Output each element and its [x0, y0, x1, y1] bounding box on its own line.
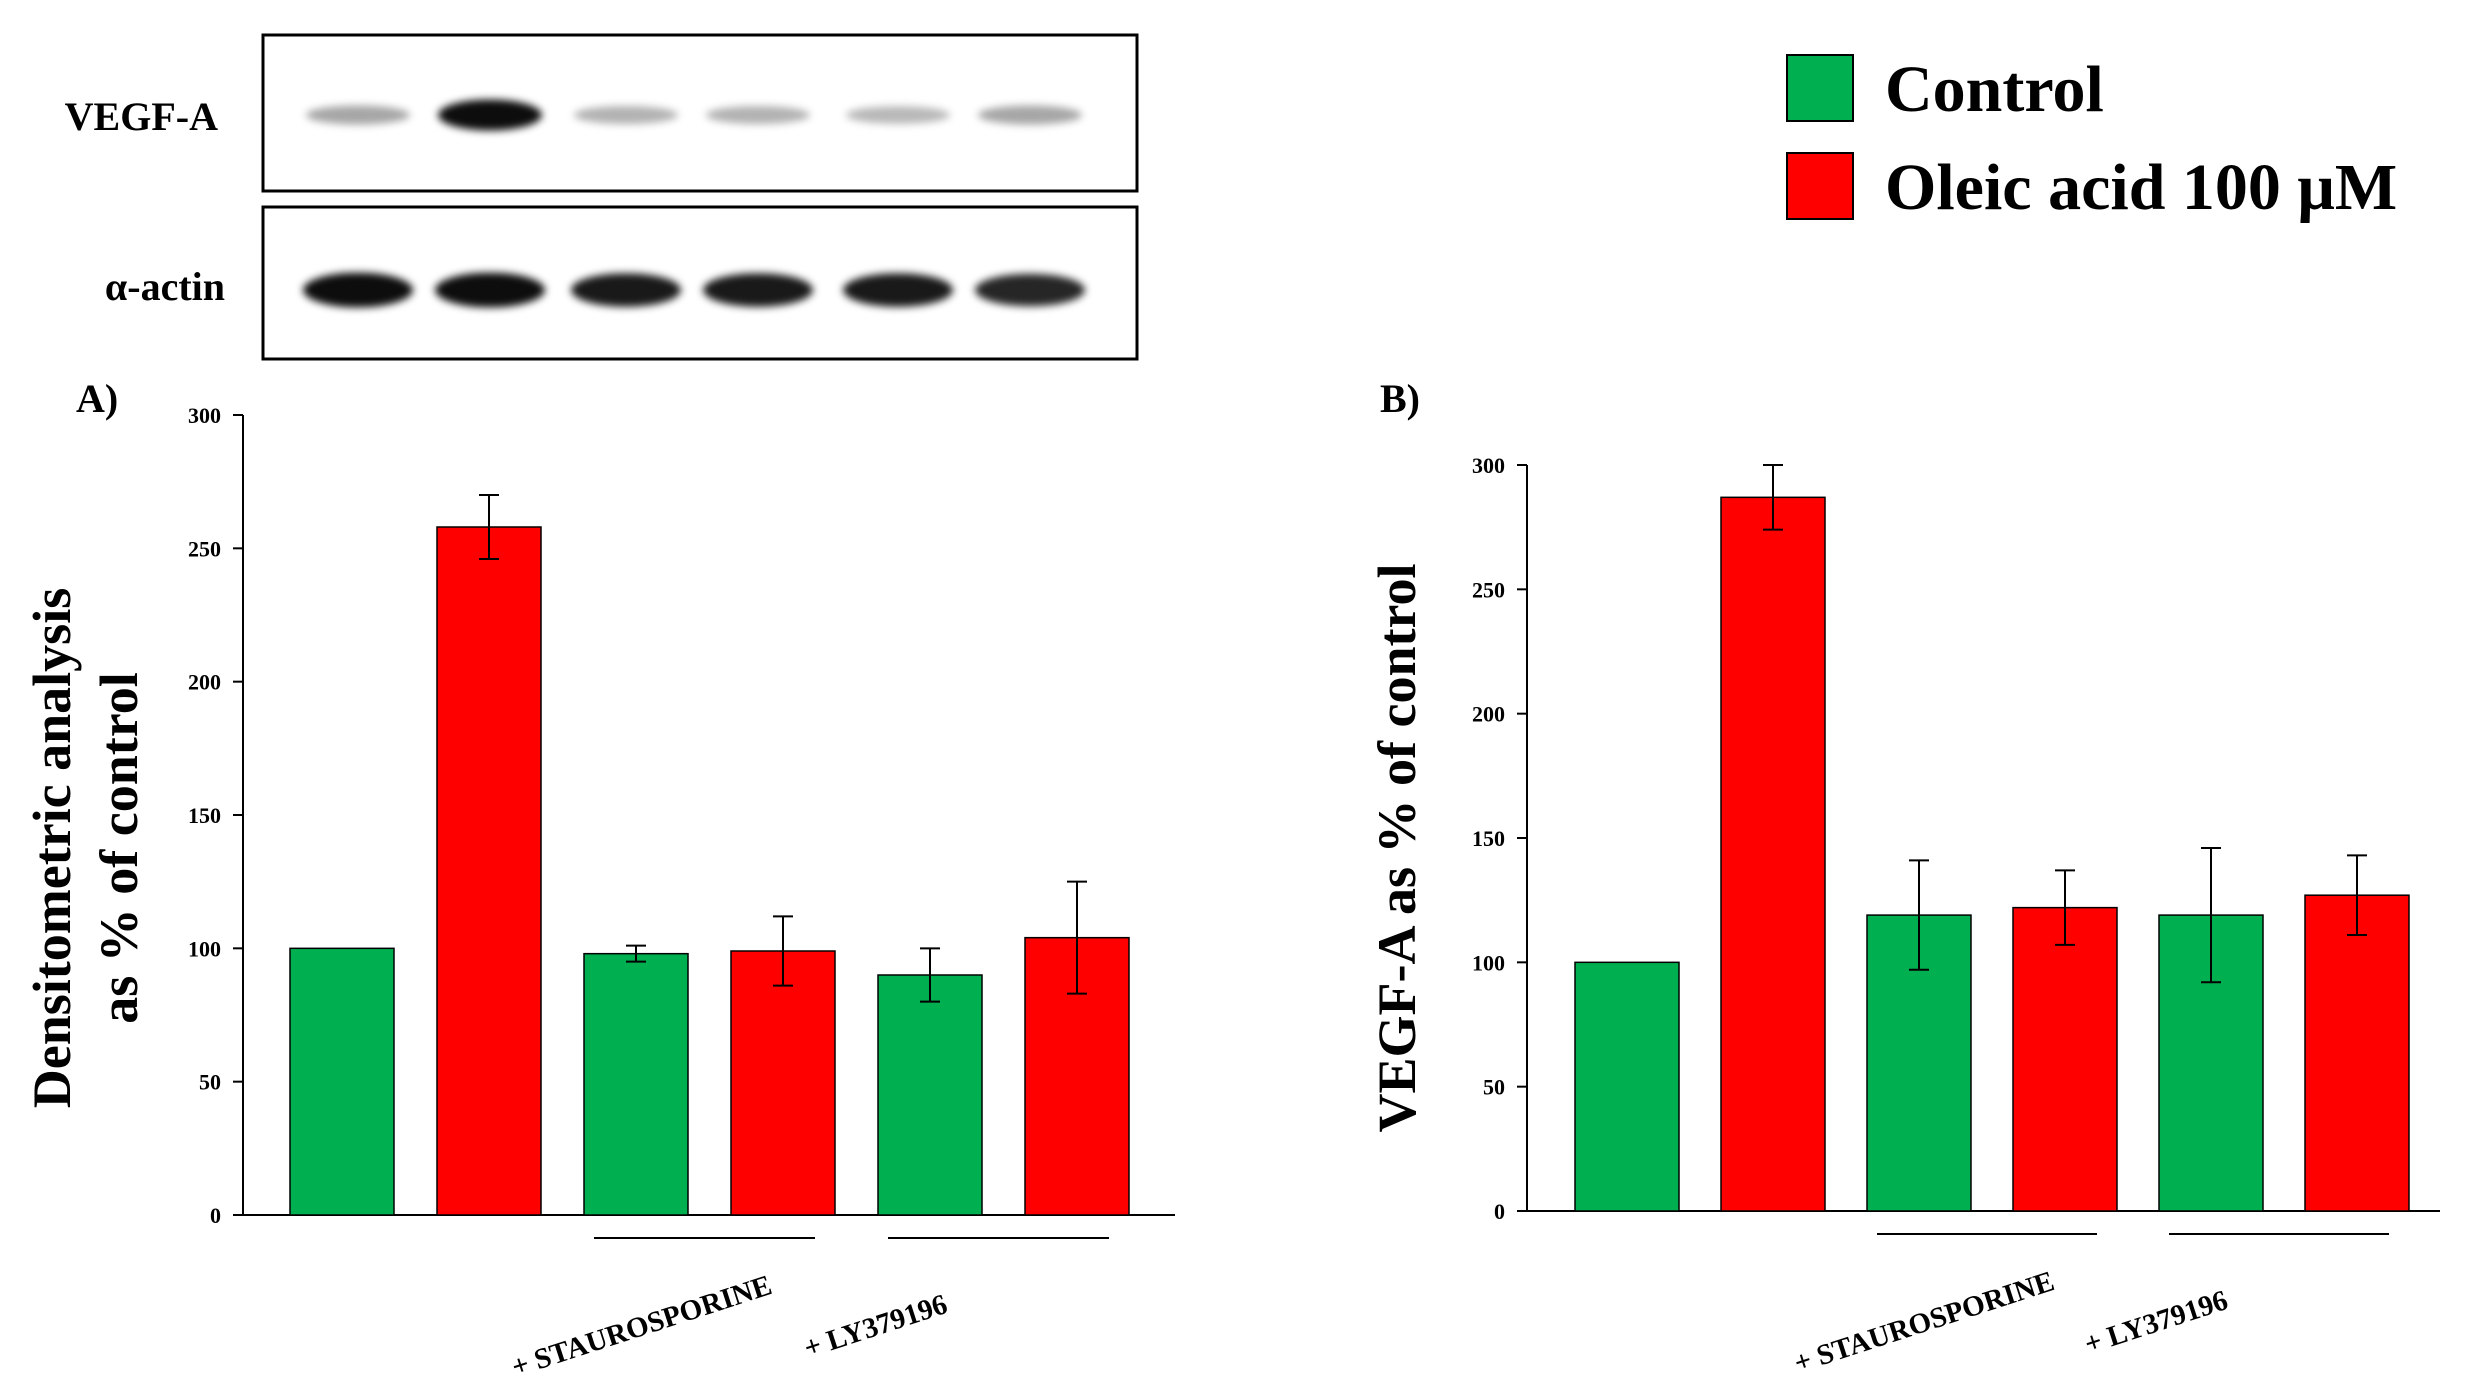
group-label-b-1: + STAUROSPORINE: [1790, 1265, 2058, 1379]
panel-label-a: A): [76, 376, 118, 421]
error-bar-b-3: [1909, 859, 1929, 971]
blot-label-actin: α-actin: [105, 264, 225, 309]
legend: Control Oleic acid 100 μM: [1786, 53, 2397, 224]
y-tick-label-b: 150: [1472, 826, 1505, 851]
group-label-a-2: + LY379196: [800, 1288, 951, 1364]
bands-actin: [303, 272, 1085, 308]
actin-band-4: [703, 273, 813, 307]
y-axis-label-a-line2: as % of control: [89, 672, 149, 1023]
y-tick-label-b: 300: [1472, 453, 1505, 478]
bands-vegf: [306, 99, 1082, 131]
y-tick-label-b: 0: [1494, 1199, 1505, 1224]
bar-a-5: [877, 974, 983, 1216]
y-tick-label-a: 100: [188, 936, 221, 961]
group-label-a-1: + STAUROSPORINE: [508, 1269, 776, 1383]
y-axis-label-b: VEGF-A as % of control: [1367, 564, 1427, 1133]
y-axis-label-a-line1: Densitometric analysis: [22, 588, 82, 1108]
actin-band-3: [571, 273, 681, 307]
bar-b-1: [1574, 961, 1680, 1212]
bar-a-4: [730, 950, 836, 1216]
bar-a-2: [436, 526, 542, 1216]
y-tick-label-a: 300: [188, 403, 221, 428]
bar-a-3: [583, 952, 689, 1216]
vegf-band-6: [978, 105, 1082, 125]
error-bar-b-4: [2055, 869, 2075, 946]
y-tick-label-a: 50: [199, 1070, 221, 1095]
error-bar-b-2: [1763, 464, 1783, 531]
vegf-band-1: [306, 105, 410, 125]
error-bar-a-5: [920, 947, 940, 1003]
legend-swatch-control: [1786, 54, 1854, 122]
bar-b-4: [2012, 906, 2118, 1212]
actin-band-6: [975, 273, 1085, 307]
error-bar-b-6: [2347, 854, 2367, 936]
y-tick-label-a: 200: [188, 670, 221, 695]
actin-band-5: [843, 273, 953, 307]
error-bar-b-5: [2201, 846, 2221, 984]
actin-band-1: [303, 272, 413, 308]
error-bar-a-2: [479, 494, 499, 560]
legend-label-oleic: Oleic acid 100 μM: [1885, 151, 2397, 224]
bar-a-1: [289, 947, 395, 1216]
vegf-band-2: [438, 99, 542, 131]
panel-label-b: B): [1380, 376, 1420, 421]
error-bar-a-3: [626, 944, 646, 963]
chart-panel-b: B) VEGF-A as % of control 0 50 100 150 200 25…: [1367, 376, 2440, 1380]
error-bar-a-6: [1067, 880, 1087, 995]
bar-b-2: [1720, 496, 1826, 1212]
y-tick-label-a: 0: [210, 1203, 221, 1228]
legend-label-control: Control: [1885, 53, 2104, 126]
y-tick-label-b: 50: [1483, 1075, 1505, 1100]
y-tick-label-b: 200: [1472, 702, 1505, 727]
vegf-band-4: [706, 106, 810, 124]
western-blot: VEGF-A α-actin: [65, 33, 1139, 361]
legend-swatch-oleic: [1786, 152, 1854, 220]
error-bar-a-4: [773, 915, 793, 987]
bar-b-6: [2304, 894, 2410, 1212]
group-label-b-2: + LY379196: [2081, 1284, 2232, 1360]
y-tick-label-a: 150: [188, 803, 221, 828]
blot-label-vegf: VEGF-A: [65, 94, 218, 139]
actin-band-2: [435, 272, 545, 308]
vegf-band-5: [846, 106, 950, 124]
chart-panel-a: A) Densitometric analysis as % of contro…: [22, 376, 1175, 1384]
y-tick-label-b: 100: [1472, 950, 1505, 975]
y-tick-label-b: 250: [1472, 577, 1505, 602]
y-tick-label-a: 250: [188, 536, 221, 561]
vegf-band-3: [574, 106, 678, 124]
